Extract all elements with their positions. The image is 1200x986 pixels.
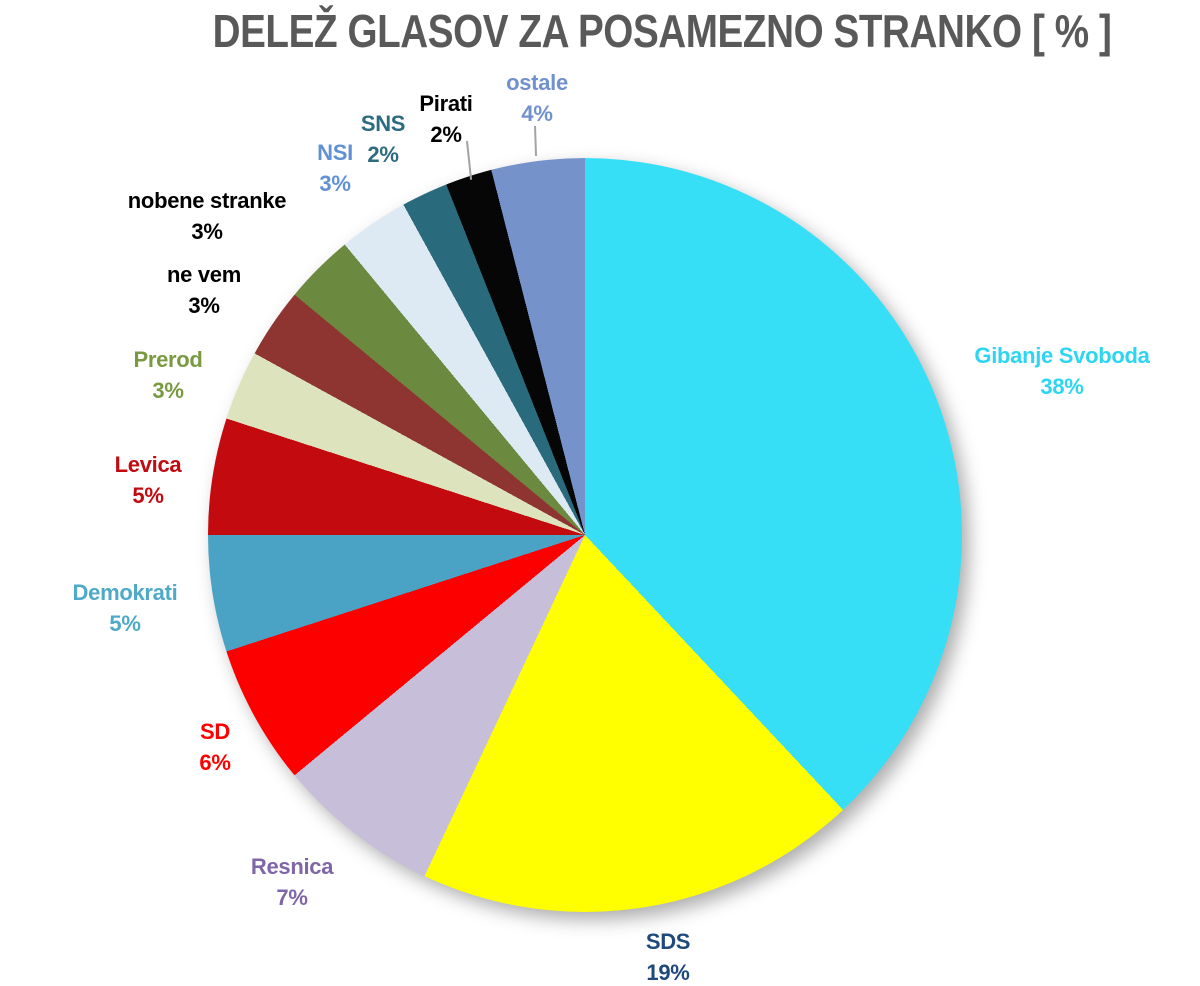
slice-label-nsi: NSI 3%: [317, 137, 353, 199]
slice-name: NSI: [317, 140, 353, 165]
slice-label-ostale: ostale 4%: [506, 67, 568, 129]
slice-name: SDS: [645, 929, 691, 954]
slice-label-levica: Levica 5%: [115, 449, 182, 511]
slice-name: nobene stranke: [127, 188, 287, 213]
slice-name: SD: [200, 719, 230, 744]
slice-percent: 2%: [367, 142, 399, 167]
slice-percent: 3%: [319, 171, 351, 196]
slice-name: Levica: [114, 452, 182, 477]
slice-name: Prerod: [133, 347, 203, 372]
slice-percent: 2%: [430, 122, 462, 147]
slice-label-sd: SD 6%: [199, 716, 231, 778]
slice-percent: 3%: [191, 219, 223, 244]
slice-percent: 6%: [199, 750, 231, 775]
slice-label-resnica: Resnica 7%: [250, 851, 334, 913]
slice-name: Resnica: [250, 854, 334, 879]
ostale-leader-line: [534, 125, 538, 157]
slice-percent: 4%: [521, 101, 553, 126]
slice-label-nobene-stranke: nobene stranke 3%: [127, 185, 287, 247]
slice-percent: 3%: [152, 378, 184, 403]
slice-percent: 38%: [1040, 374, 1084, 399]
slice-percent: 5%: [109, 611, 141, 636]
slice-label-demokrati: Demokrati 5%: [73, 577, 178, 639]
slice-name: SNS: [360, 111, 406, 136]
slice-name: ne vem: [166, 262, 242, 287]
slice-label-sds: SDS 19%: [645, 926, 691, 986]
slice-name: Pirati: [419, 91, 473, 116]
slice-name: Gibanje Svoboda: [974, 343, 1150, 368]
slice-name: ostale: [506, 70, 568, 95]
slice-label-sns: SNS 2%: [360, 108, 406, 170]
pie-chart: [208, 158, 962, 912]
slice-percent: 5%: [132, 483, 164, 508]
chart-title: DELEŽ GLASOV ZA POSAMEZNO STRANKO [ % ]: [212, 5, 1112, 57]
slice-percent: 7%: [276, 885, 308, 910]
slice-name: Demokrati: [72, 580, 178, 605]
slice-percent: 19%: [646, 960, 690, 985]
slice-label-pirati: Pirati 2%: [419, 88, 473, 150]
slice-percent: 3%: [188, 293, 220, 318]
slice-label-ne-vem: ne vem 3%: [167, 259, 241, 321]
slice-label-gibanje-svoboda: Gibanje Svoboda 38%: [974, 340, 1150, 402]
slice-label-prerod: Prerod 3%: [133, 344, 202, 406]
